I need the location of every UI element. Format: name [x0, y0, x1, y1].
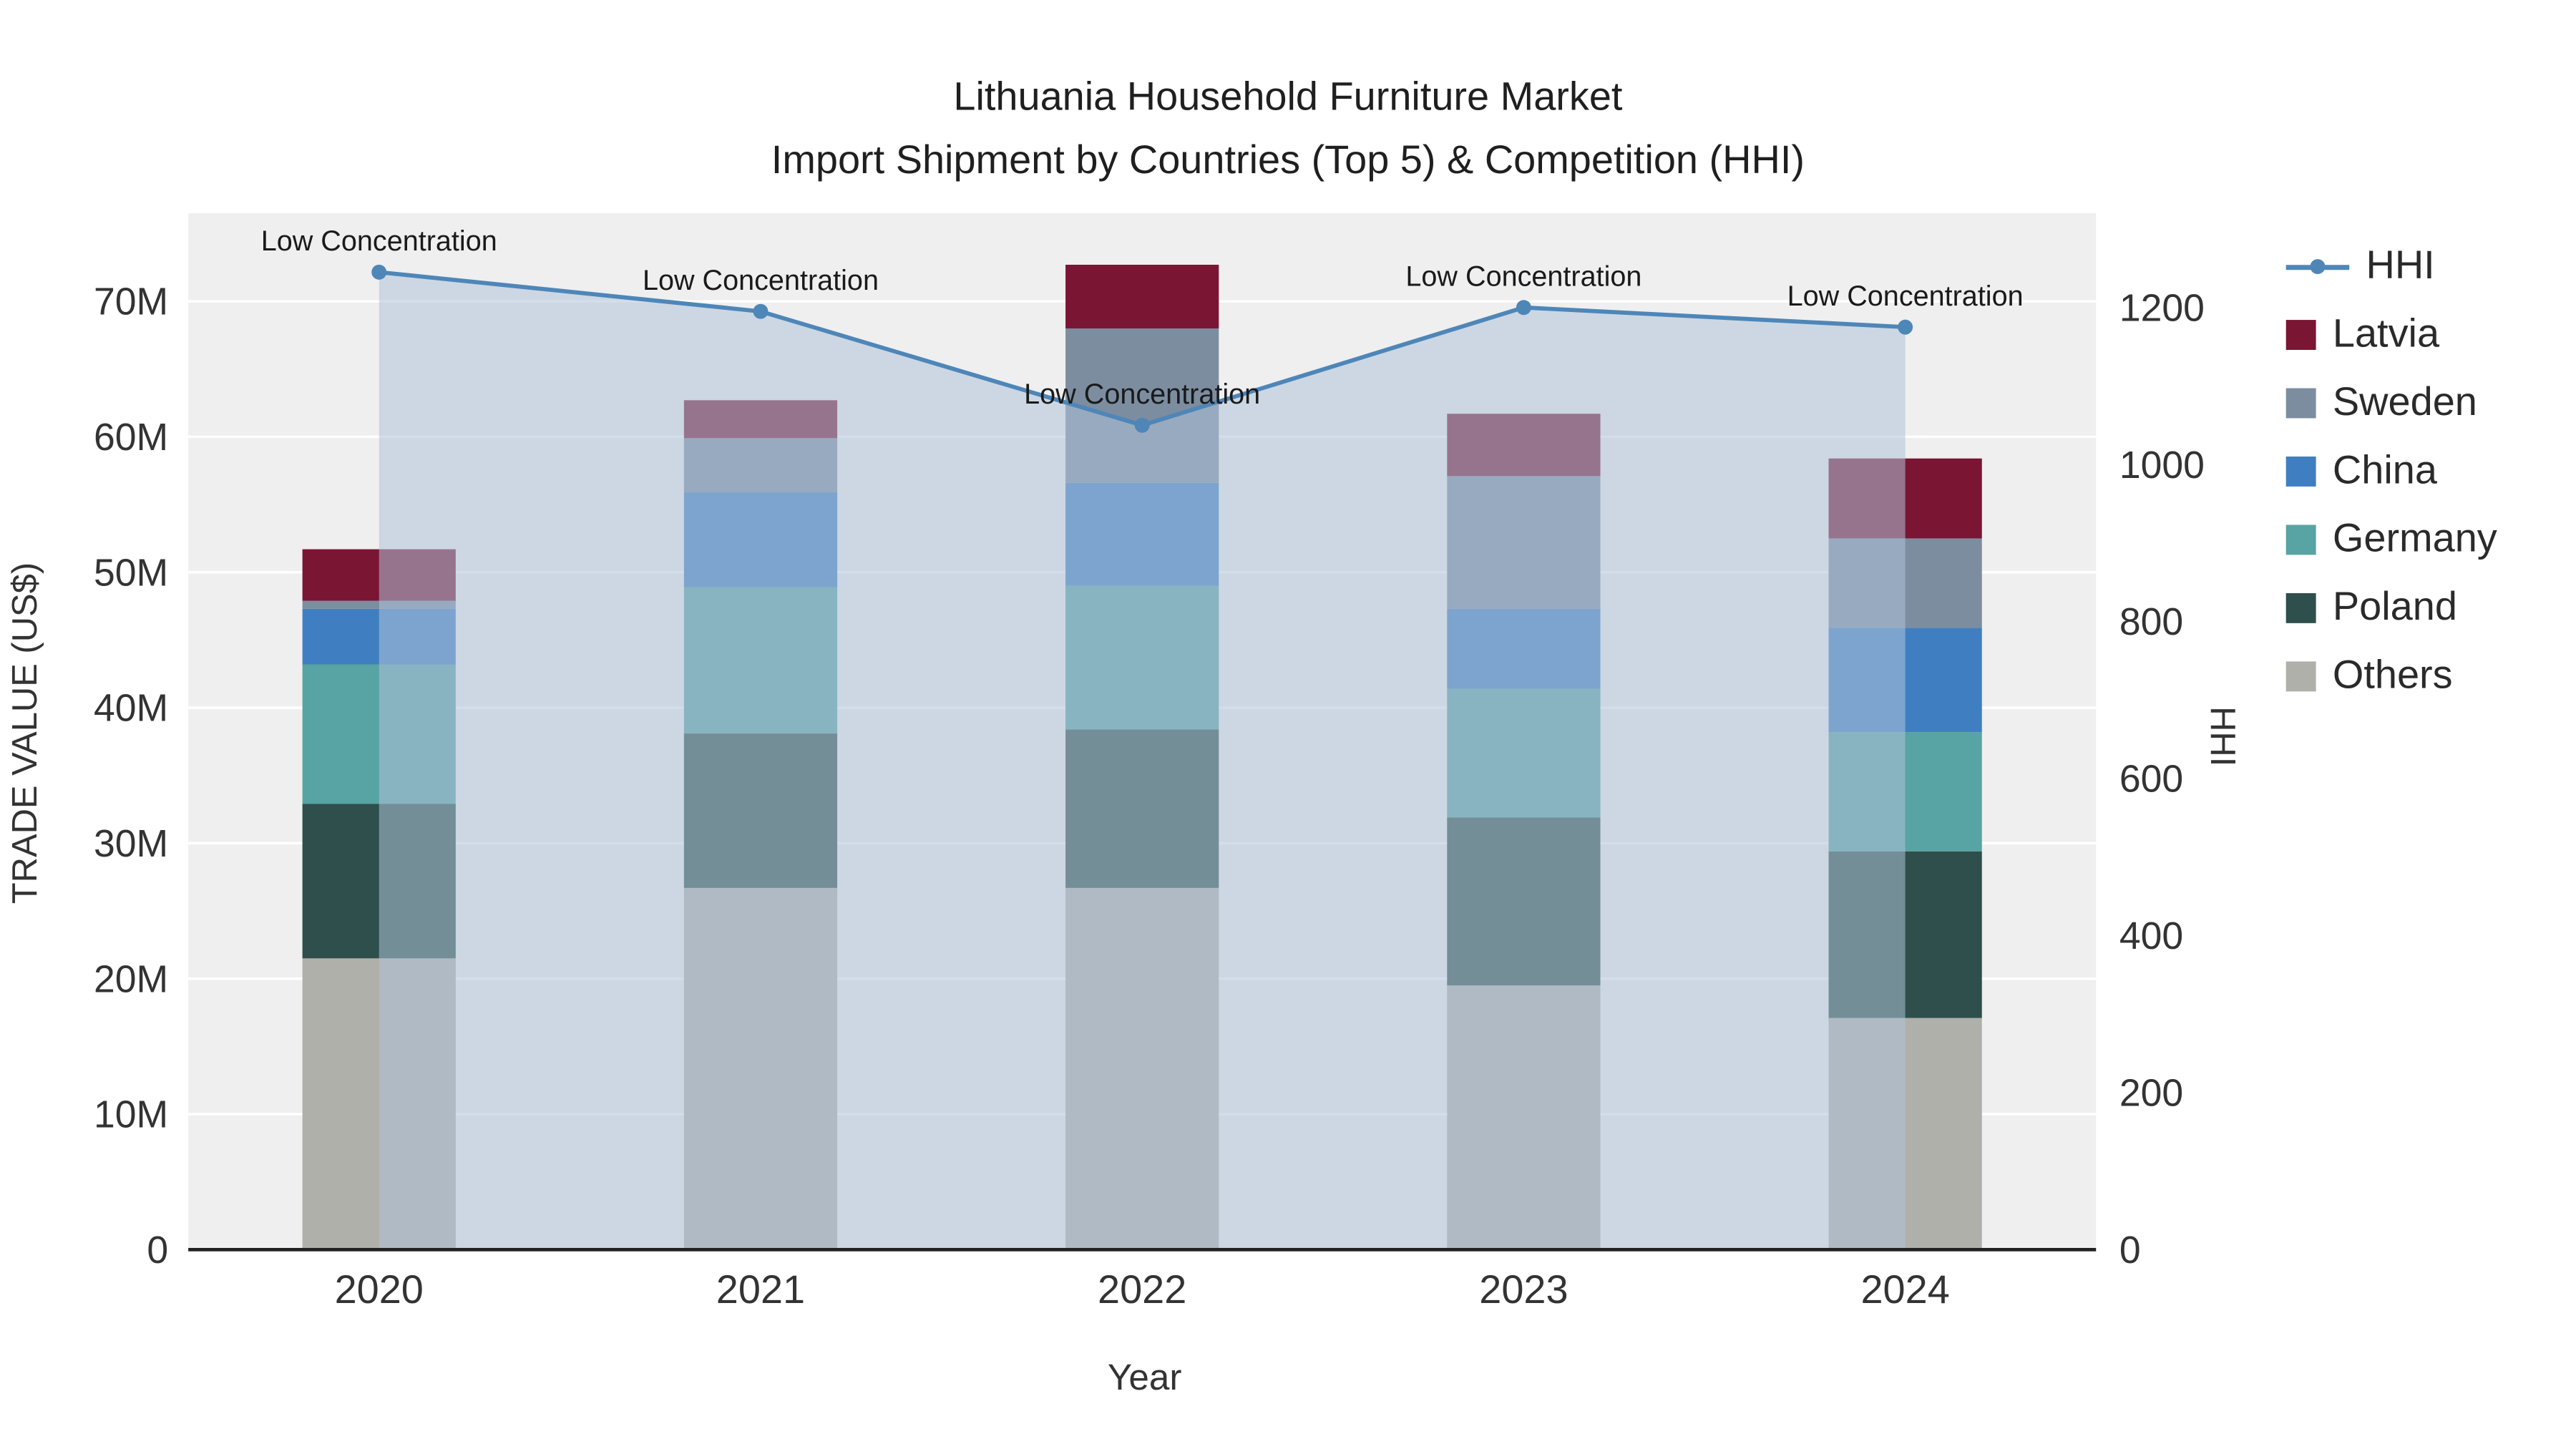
y-left-tick-label-60M: 60M	[94, 416, 168, 459]
legend: HHI Latvia Sweden China Germany Poland Others	[2285, 243, 2497, 700]
legend-item-latvia[interactable]: Latvia	[2285, 311, 2497, 358]
y-left-tick-label-20M: 20M	[94, 958, 168, 1000]
chart-title: Lithuania Household Furniture Market Imp…	[0, 67, 2576, 193]
y-left-tick-label-30M: 30M	[94, 823, 168, 865]
y-axis-title-left: TRADE VALUE (US$)	[6, 562, 45, 904]
legend-label-hhi: HHI	[2366, 243, 2435, 288]
legend-hhi-line-swatch	[2285, 259, 2350, 275]
annotation-2022: Low Concentration	[1024, 379, 1260, 410]
chart-title-line1: Lithuania Household Furniture Market	[953, 74, 1623, 120]
legend-label-germany: Germany	[2332, 516, 2497, 562]
legend-label-latvia: Latvia	[2332, 311, 2440, 357]
hhi-marker-2020	[371, 264, 387, 280]
y-right-tick-label-0: 0	[2119, 1229, 2141, 1272]
y-left-tick-label-40M: 40M	[94, 688, 168, 730]
legend-item-china[interactable]: China	[2285, 448, 2497, 494]
y-right-tick-label-600: 600	[2119, 758, 2183, 801]
legend-label-sweden: Sweden	[2332, 379, 2477, 425]
hhi-marker-2021	[753, 303, 769, 319]
annotation-2023: Low Concentration	[1405, 260, 1641, 292]
x-tick-label-2020: 2020	[335, 1267, 424, 1312]
legend-item-hhi[interactable]: HHI	[2285, 243, 2497, 290]
legend-item-others[interactable]: Others	[2285, 653, 2497, 700]
legend-label-others: Others	[2332, 653, 2453, 698]
hhi-area-fill	[379, 272, 1906, 1250]
annotation-2020: Low Concentration	[261, 225, 497, 257]
chart-title-line2: Import Shipment by Countries (Top 5) & C…	[771, 138, 1805, 184]
y-right-tick-label-200: 200	[2119, 1073, 2183, 1115]
y-right-tick-label-1200: 1200	[2119, 287, 2205, 329]
y-left-tick-label-70M: 70M	[94, 281, 168, 323]
y-right-tick-label-400: 400	[2119, 915, 2183, 957]
legend-swatch-germany	[2285, 525, 2316, 555]
x-tick-label-2023: 2023	[1479, 1267, 1568, 1312]
legend-label-china: China	[2332, 448, 2437, 494]
annotation-2024: Low Concentration	[1787, 280, 2024, 312]
hhi-marker-2023	[1516, 300, 1531, 316]
y-left-tick-label-10M: 10M	[94, 1094, 168, 1136]
legend-swatch-poland	[2285, 592, 2316, 623]
hhi-marker-2022	[1134, 417, 1150, 433]
x-axis-title: Year	[1107, 1356, 1182, 1398]
legend-swatch-china	[2285, 457, 2316, 487]
legend-label-poland: Poland	[2332, 585, 2457, 630]
legend-hhi-marker-dot	[2310, 259, 2326, 275]
annotation-2021: Low Concentration	[643, 265, 879, 296]
x-tick-label-2021: 2021	[716, 1267, 805, 1312]
hhi-marker-2024	[1898, 319, 1913, 335]
legend-swatch-sweden	[2285, 388, 2316, 419]
y-right-tick-label-1000: 1000	[2119, 444, 2205, 487]
x-tick-label-2022: 2022	[1098, 1267, 1186, 1312]
legend-item-sweden[interactable]: Sweden	[2285, 379, 2497, 426]
y-axis-title-right: HHI	[2202, 706, 2241, 767]
legend-item-germany[interactable]: Germany	[2285, 516, 2497, 563]
bar-2022-latvia	[1065, 264, 1219, 328]
legend-swatch-others	[2285, 661, 2316, 692]
legend-item-poland[interactable]: Poland	[2285, 585, 2497, 631]
y-left-tick-label-50M: 50M	[94, 552, 168, 594]
legend-swatch-latvia	[2285, 320, 2316, 350]
x-tick-label-2024: 2024	[1860, 1267, 1949, 1312]
y-left-tick-label-0: 0	[147, 1229, 168, 1272]
y-right-tick-label-800: 800	[2119, 601, 2183, 643]
